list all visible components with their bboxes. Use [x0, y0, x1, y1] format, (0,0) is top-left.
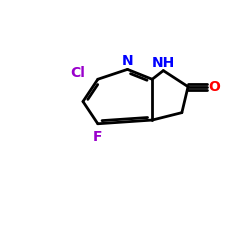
Text: F: F — [93, 130, 102, 144]
Text: O: O — [208, 80, 220, 94]
Text: Cl: Cl — [70, 66, 86, 80]
Text: NH: NH — [152, 56, 176, 70]
Text: N: N — [122, 54, 133, 68]
